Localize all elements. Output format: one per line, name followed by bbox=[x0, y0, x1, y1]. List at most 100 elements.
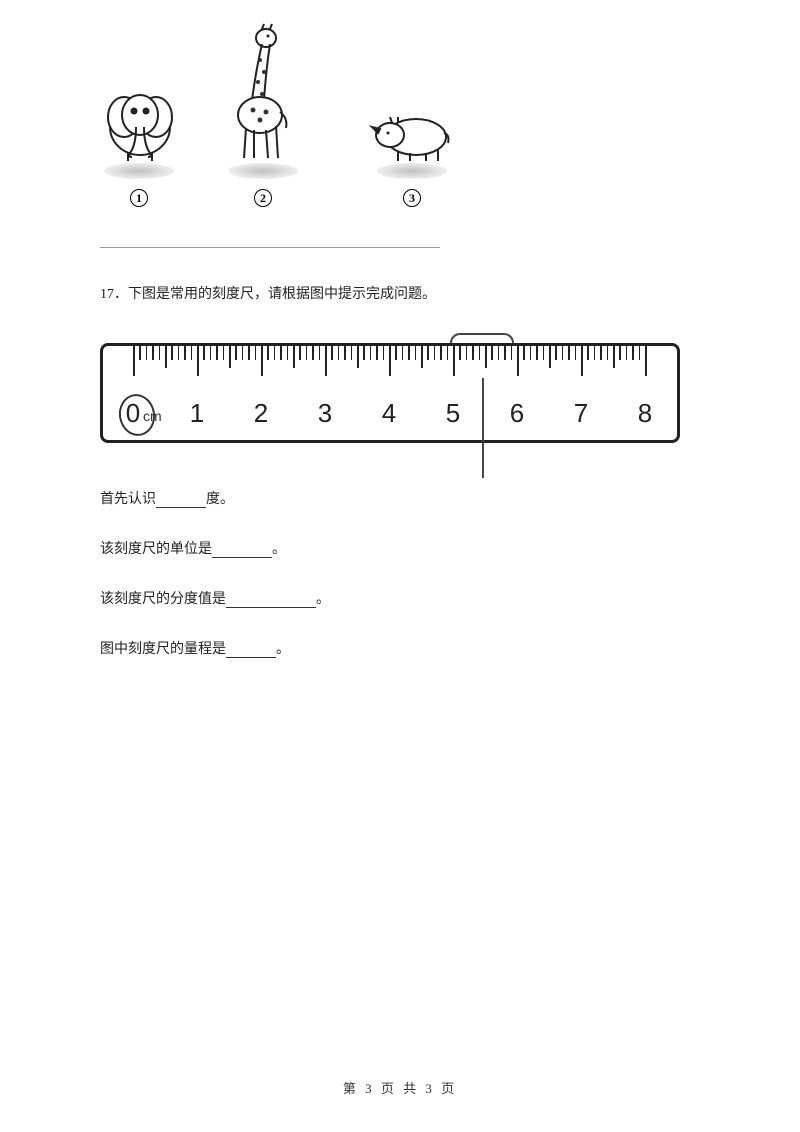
ruler-tick bbox=[210, 346, 212, 360]
blank-2 bbox=[212, 544, 272, 558]
ruler-tick bbox=[549, 346, 551, 368]
fill-3a: 该刻度尺的分度值是 bbox=[100, 592, 226, 607]
shadow bbox=[228, 163, 298, 179]
ruler-tick bbox=[299, 346, 301, 360]
ruler-tick bbox=[562, 346, 564, 360]
animal-elephant-group: 1 bbox=[100, 77, 178, 207]
ruler-tick bbox=[203, 346, 205, 360]
ruler-tick bbox=[511, 346, 513, 360]
ruler-tick bbox=[472, 346, 474, 360]
ruler-tick bbox=[338, 346, 340, 360]
ruler-tick bbox=[402, 346, 404, 360]
ruler-tick bbox=[191, 346, 193, 360]
ruler-number-1: 1 bbox=[190, 398, 204, 429]
ruler-tick bbox=[255, 346, 257, 360]
ruler-tick bbox=[632, 346, 634, 360]
shadow bbox=[377, 163, 447, 179]
ruler-tick bbox=[607, 346, 609, 360]
ruler-tick bbox=[139, 346, 141, 360]
ruler-tick bbox=[223, 346, 225, 360]
ruler-number-3: 3 bbox=[318, 398, 332, 429]
elephant-drawing bbox=[100, 77, 178, 165]
ruler-tick bbox=[434, 346, 436, 360]
ruler-number-4: 4 bbox=[382, 398, 396, 429]
ruler-tick bbox=[152, 346, 154, 360]
ruler-number-5: 5 bbox=[446, 398, 460, 429]
fill-1a: 首先认识 bbox=[100, 492, 156, 507]
ruler-tick bbox=[351, 346, 353, 360]
ruler-tick bbox=[146, 346, 148, 360]
ruler-number-2: 2 bbox=[254, 398, 268, 429]
ruler-tick bbox=[242, 346, 244, 360]
blank-4 bbox=[226, 644, 276, 658]
ruler-number-6: 6 bbox=[510, 398, 524, 429]
ruler-tick bbox=[229, 346, 231, 368]
fill-4a: 图中刻度尺的量程是 bbox=[100, 642, 226, 657]
ruler-tick bbox=[165, 346, 167, 368]
animal-giraffe-group: 2 bbox=[218, 20, 308, 207]
fill-2b: 。 bbox=[272, 542, 286, 557]
ruler-tick bbox=[408, 346, 410, 360]
ruler-tick bbox=[184, 346, 186, 360]
ruler-tick bbox=[639, 346, 641, 360]
ruler-tick bbox=[491, 346, 493, 360]
blank-1 bbox=[156, 494, 206, 508]
ruler-tick bbox=[235, 346, 237, 360]
option-label-2: 2 bbox=[254, 189, 272, 207]
fill-2a: 该刻度尺的单位是 bbox=[100, 542, 212, 557]
ruler-tick bbox=[357, 346, 359, 368]
ruler-tick bbox=[280, 346, 282, 360]
fill-line-3: 该刻度尺的分度值是 。 bbox=[100, 588, 710, 608]
giraffe-drawing bbox=[218, 20, 308, 165]
ruler-tick bbox=[523, 346, 525, 360]
ruler-tick bbox=[587, 346, 589, 360]
ruler-tick bbox=[421, 346, 423, 368]
ruler-tick bbox=[626, 346, 628, 360]
ruler-tick bbox=[178, 346, 180, 360]
ruler-tick bbox=[619, 346, 621, 360]
ruler-tick bbox=[159, 346, 161, 360]
fill-3b: 。 bbox=[316, 592, 330, 607]
question-number: 17 bbox=[100, 287, 114, 302]
rhino-drawing bbox=[368, 107, 456, 165]
page-footer: 第 3 页 共 3 页 bbox=[0, 1078, 800, 1097]
ruler-tick bbox=[312, 346, 314, 360]
fill-1b: 度。 bbox=[206, 492, 234, 507]
ruler-tick bbox=[293, 346, 295, 368]
ruler-tick bbox=[389, 346, 391, 376]
question-17-text: 17．下图是常用的刻度尺，请根据图中提示完成问题。 bbox=[100, 283, 710, 303]
ruler-tick bbox=[133, 346, 135, 376]
ruler-numbers-area: 012345678cm bbox=[103, 390, 677, 430]
ruler-tick bbox=[325, 346, 327, 376]
ruler-tick bbox=[581, 346, 583, 376]
ruler-tick bbox=[363, 346, 365, 360]
ruler-tick bbox=[261, 346, 263, 376]
ruler-tick bbox=[453, 346, 455, 376]
ruler-tick bbox=[274, 346, 276, 360]
ruler-tick bbox=[319, 346, 321, 360]
ruler-tick bbox=[575, 346, 577, 360]
ruler-tick bbox=[248, 346, 250, 360]
ruler-tick bbox=[171, 346, 173, 360]
answer-blank-line bbox=[100, 247, 440, 248]
ruler-tick bbox=[287, 346, 289, 360]
fill-section: 首先认识度。 该刻度尺的单位是。 该刻度尺的分度值是。 图中刻度尺的量程是。 bbox=[100, 488, 710, 658]
ruler-tick bbox=[498, 346, 500, 360]
ruler-tick bbox=[267, 346, 269, 360]
ruler-tick bbox=[600, 346, 602, 360]
blank-3 bbox=[226, 594, 316, 608]
fill-4b: 。 bbox=[276, 642, 290, 657]
ruler-tick bbox=[555, 346, 557, 360]
ruler-tick bbox=[447, 346, 449, 360]
ruler-tick bbox=[331, 346, 333, 360]
ruler-tick-area bbox=[103, 346, 677, 390]
callout-bracket bbox=[450, 333, 514, 343]
ruler-tick bbox=[395, 346, 397, 360]
ruler-tick bbox=[530, 346, 532, 360]
ruler-tick bbox=[306, 346, 308, 360]
ruler-tick bbox=[594, 346, 596, 360]
ruler-tick bbox=[197, 346, 199, 376]
callout-line bbox=[482, 378, 484, 478]
option-label-1: 1 bbox=[130, 189, 148, 207]
ruler-tick bbox=[415, 346, 417, 360]
